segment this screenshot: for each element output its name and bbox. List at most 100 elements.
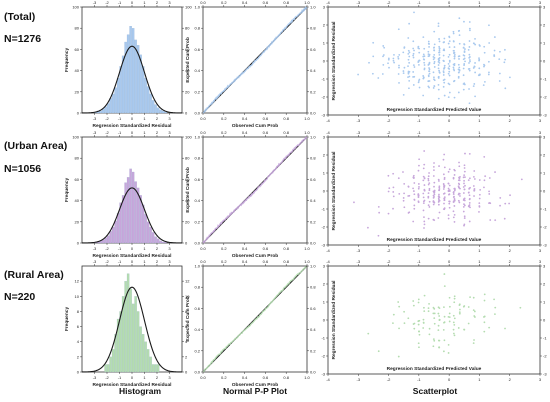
x-tick-label-top: 1.0	[304, 0, 310, 5]
x-tick-label: -2	[387, 118, 391, 123]
y-tick-label-right: 0	[543, 59, 546, 64]
scatter-point	[448, 305, 451, 308]
histogram-bar	[99, 110, 102, 114]
scatter-point	[442, 158, 445, 161]
x-tick-label-top: 0.0	[200, 0, 206, 5]
scatter-point	[423, 64, 426, 66]
scatter-point	[493, 298, 495, 301]
scatter-point	[402, 93, 405, 96]
scatter-point	[442, 192, 445, 195]
scatter-point	[467, 179, 470, 182]
scatter-points-total	[357, 11, 511, 105]
scatter-point	[458, 161, 460, 164]
scatter-point	[427, 80, 430, 83]
scatter-point	[483, 51, 486, 54]
scatter-point	[448, 168, 451, 171]
scatter-point	[437, 201, 440, 203]
y-tick-label-right: -2	[543, 95, 547, 100]
group-label-total: (Total)	[4, 11, 36, 23]
y-tick-label: 0.0	[194, 111, 200, 116]
scatter-point	[397, 57, 400, 60]
x-tick-label: 1	[478, 248, 481, 253]
scatter-point	[468, 88, 470, 90]
scatter-points-rural	[367, 273, 522, 358]
y-tick-label: 1.0	[194, 135, 200, 140]
scatter-point	[427, 40, 430, 43]
scatter-point	[433, 201, 436, 204]
histogram-bar	[141, 204, 145, 244]
x-tick-label-top: -4	[326, 130, 330, 135]
scatter-point	[413, 327, 416, 330]
scatter-point	[448, 46, 451, 49]
scatter-point	[438, 49, 441, 52]
scatter-point	[438, 62, 441, 64]
x-tick-label: 2	[156, 375, 159, 380]
y-tick-label: -3	[321, 113, 325, 118]
scatter-point	[407, 37, 410, 39]
scatter-point	[448, 60, 451, 63]
scatter-point	[483, 321, 486, 324]
scatter-point	[422, 53, 425, 56]
x-axis-label: Observed Cum Prob	[232, 382, 278, 388]
scatter-point	[393, 54, 395, 56]
scatter-point	[433, 79, 436, 82]
x-tick-label: 2	[509, 118, 512, 123]
scatter-point	[433, 339, 436, 342]
scatter-point	[398, 305, 401, 308]
scatter-point	[463, 217, 466, 219]
scatter-point	[483, 63, 485, 66]
scatter-point	[381, 73, 384, 75]
y-tick-label-right: 0.4	[310, 198, 316, 203]
x-tick-label-top: -3	[93, 130, 97, 135]
scatter-point	[422, 209, 425, 212]
x-tick-label: -2	[105, 246, 109, 251]
scatter-point	[433, 54, 436, 56]
scatter-point	[432, 196, 435, 199]
scatter-point	[407, 212, 410, 214]
x-tick-label-top: 0	[448, 0, 451, 5]
histogram-bar	[119, 202, 122, 244]
y-tick-label: 0	[323, 318, 326, 323]
y-tick-label: 0.8	[194, 156, 200, 161]
scatter-point	[453, 168, 456, 171]
scatter-point	[412, 190, 415, 192]
scatter-point	[438, 196, 441, 199]
scatter-point	[453, 55, 456, 58]
scatter-point	[443, 81, 446, 84]
scatter-point	[438, 71, 441, 74]
scatter-point	[503, 217, 506, 220]
x-tick-label-top: 3	[539, 259, 542, 264]
y-tick-label-right: -2	[543, 225, 547, 230]
x-axis-label: Observed Cum Prob	[232, 123, 278, 129]
scatter-point	[448, 202, 451, 205]
x-axis-label: Regression Standardized Predicted Value	[387, 107, 482, 113]
x-tick-label: 0.6	[263, 375, 269, 380]
scatter-point	[452, 332, 455, 335]
scatter-point	[428, 200, 431, 203]
scatter-point	[453, 317, 456, 320]
scatter-point	[457, 30, 460, 32]
scatter-point	[417, 61, 420, 64]
y-tick-label: 6	[77, 324, 80, 329]
normal-curve-rural	[81, 286, 183, 373]
scatter-point	[443, 185, 446, 187]
scatter-point	[443, 176, 446, 179]
y-tick-label: -3	[321, 372, 325, 377]
scatter-point	[442, 74, 445, 76]
scatter-point	[473, 339, 475, 341]
scatter-point	[422, 196, 425, 199]
scatter-point	[462, 176, 465, 179]
y-tick-label-right: 0	[185, 111, 188, 116]
scatter-point	[504, 202, 507, 205]
y-tick-label-right: 0	[543, 318, 546, 323]
scatter-point	[392, 191, 395, 193]
scatter-point	[402, 171, 404, 173]
scatter-point	[403, 206, 406, 209]
group-label-urban: (Urban Area)	[4, 140, 68, 152]
scatter-point	[417, 298, 420, 301]
scatter-point	[482, 84, 485, 87]
scatter-point	[412, 187, 414, 190]
scatter-point	[467, 205, 470, 207]
x-tick-label-top: -2	[387, 0, 391, 5]
y-tick-label: 2	[323, 153, 326, 158]
